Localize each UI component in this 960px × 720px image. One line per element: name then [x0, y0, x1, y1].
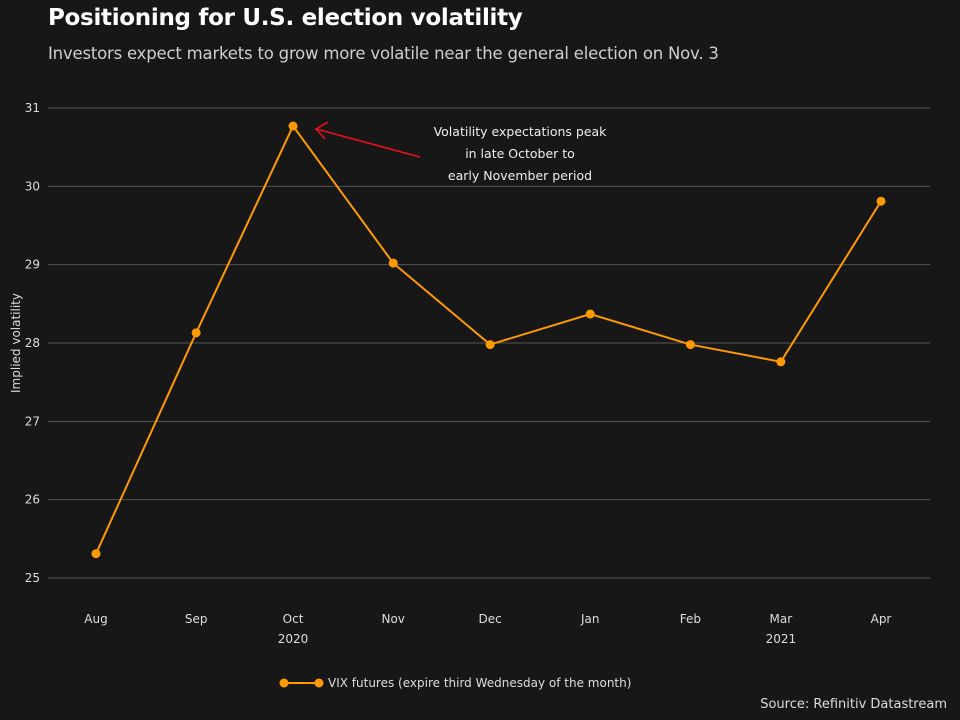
- annotation-text: Volatility expectations peak: [434, 124, 608, 139]
- data-point: [585, 309, 595, 319]
- year-label: 2021: [766, 632, 797, 646]
- year-label: 2020: [278, 632, 309, 646]
- y-tick-label: 27: [25, 414, 40, 428]
- data-point: [191, 328, 201, 338]
- y-tick-label: 31: [25, 101, 40, 115]
- x-tick-label: Oct: [283, 612, 304, 626]
- x-tick-label: Feb: [680, 612, 701, 626]
- data-point: [485, 340, 495, 350]
- arrow-head-icon: [314, 121, 329, 140]
- y-axis-label: Implied volatility: [9, 293, 23, 393]
- legend-label: VIX futures (expire third Wednesday of t…: [328, 676, 631, 690]
- y-tick-label: 30: [25, 179, 40, 193]
- y-tick-label: 29: [25, 258, 40, 272]
- y-tick-label: 26: [25, 493, 40, 507]
- data-point: [776, 357, 786, 367]
- x-tick-label: Apr: [871, 612, 892, 626]
- data-point: [685, 340, 695, 350]
- data-point: [91, 549, 101, 559]
- x-tick-label: Jan: [580, 612, 600, 626]
- annotation-arrow: [315, 128, 421, 158]
- x-tick-label: Dec: [478, 612, 501, 626]
- legend-marker: [279, 678, 289, 688]
- data-point: [876, 196, 886, 206]
- chart-subtitle: Investors expect markets to grow more vo…: [48, 44, 719, 63]
- y-tick-label: 28: [25, 336, 40, 350]
- annotation-text: early November period: [448, 168, 592, 183]
- x-tick-label: Mar: [770, 612, 793, 626]
- series-line: [95, 124, 882, 555]
- data-point: [288, 121, 298, 131]
- chart-title: Positioning for U.S. election volatility: [48, 5, 523, 31]
- data-point: [388, 258, 398, 268]
- x-tick-label: Nov: [381, 612, 404, 626]
- source-note: Source: Refinitiv Datastream: [760, 697, 947, 712]
- legend-marker: [314, 678, 324, 688]
- y-tick-label: 25: [25, 571, 40, 585]
- x-tick-label: Sep: [185, 612, 208, 626]
- annotation-text: in late October to: [465, 146, 575, 161]
- x-tick-label: Aug: [84, 612, 107, 626]
